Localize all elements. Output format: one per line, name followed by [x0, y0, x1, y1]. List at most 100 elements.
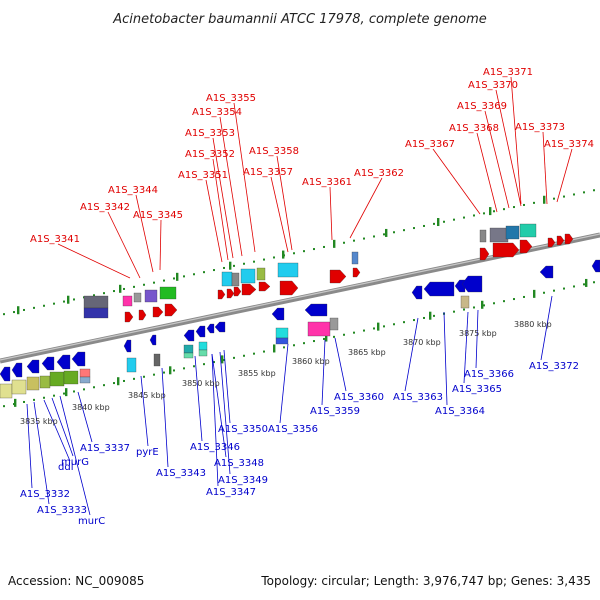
gene-feature-box [26, 376, 40, 391]
gene-feature-box [39, 375, 51, 389]
gene-feature-arrow [423, 281, 455, 297]
top-gene-label: A1S_3371 [483, 67, 533, 78]
kbp-tick-label: 3835 kbp [20, 417, 58, 426]
gene-feature-box [153, 353, 161, 367]
gene-feature-box [231, 272, 240, 287]
bottom-gene-label: A1S_3333 [37, 505, 87, 516]
gene-feature-arrow [0, 366, 11, 382]
gene-feature-arrow [149, 334, 157, 346]
gene-feature-arrow [41, 356, 55, 371]
bottom-gene-label: murG [61, 457, 89, 468]
kbp-tick-label: 3880 kbp [514, 320, 552, 329]
gene-feature-arrow [454, 279, 466, 293]
kbp-tick-label: 3865 kbp [348, 348, 386, 357]
gene-feature-arrow [206, 323, 215, 334]
top-gene-label: A1S_3362 [354, 168, 404, 179]
top-gene-label: A1S_3358 [249, 146, 299, 157]
gene-feature-box [479, 229, 487, 243]
gene-feature-box [83, 307, 109, 319]
gene-feature-arrow [226, 288, 235, 299]
gene-feature-arrow [461, 275, 483, 293]
gene-feature-arrow [214, 321, 226, 333]
gene-feature-box [256, 267, 266, 281]
accession-text: Accession: NC_009085 [8, 574, 145, 588]
bottom-gene-label: A1S_3349 [218, 475, 268, 486]
bottom-gene-label: A1S_3337 [80, 443, 130, 454]
gene-feature-arrow [123, 339, 132, 353]
gene-feature-arrow [164, 303, 178, 317]
gene-feature-arrow [492, 242, 520, 258]
gene-feature-box [329, 317, 339, 331]
gene-feature-arrow [138, 309, 147, 321]
gene-feature-box [198, 349, 208, 357]
gene-feature-box [83, 295, 109, 309]
gene-feature-arrow [71, 351, 86, 367]
gene-feature-arrow [564, 233, 574, 245]
kbp-tick-label: 3845 kbp [128, 391, 166, 400]
gene-feature-box [240, 268, 256, 284]
bottom-gene-label: A1S_3350 [218, 424, 268, 435]
gene-feature-arrow [26, 359, 40, 374]
bottom-gene-label: murC [78, 516, 105, 527]
map-title: Acinetobacter baumannii ATCC 17978, comp… [112, 12, 487, 27]
gene-feature-box [183, 344, 194, 354]
bottom-gene-label: A1S_3363 [393, 392, 443, 403]
gene-feature-arrow [329, 269, 347, 284]
top-gene-label: A1S_3342 [80, 202, 130, 213]
top-gene-label: A1S_3351 [178, 170, 228, 181]
top-gene-label: A1S_3374 [544, 139, 594, 150]
genome-summary-text: Topology: circular; Length: 3,976,747 bp… [261, 574, 591, 588]
gene-feature-arrow [217, 289, 226, 300]
gene-feature-box [133, 292, 142, 303]
bottom-gene-label: A1S_3346 [190, 442, 240, 453]
top-gene-label: A1S_3357 [243, 167, 293, 178]
gene-feature-box [277, 262, 299, 278]
gene-feature-box [460, 295, 470, 309]
bottom-gene-label: A1S_3356 [268, 424, 318, 435]
gene-feature-box [144, 289, 158, 303]
bottom-gene-label: A1S_3360 [334, 392, 384, 403]
gene-feature-arrow [591, 259, 600, 273]
kbp-tick-label: 3870 kbp [403, 338, 441, 347]
top-gene-label: A1S_3355 [206, 93, 256, 104]
bottom-gene-label: A1S_3366 [464, 369, 514, 380]
gene-feature-arrow [556, 235, 565, 246]
top-gene-label: A1S_3367 [405, 139, 455, 150]
gene-feature-box [11, 379, 27, 395]
top-gene-label: A1S_3373 [515, 122, 565, 133]
bottom-gene-label: pyrE [136, 447, 159, 458]
gene-feature-arrow [152, 306, 164, 318]
gene-feature-arrow [233, 286, 242, 297]
gene-feature-arrow [56, 354, 71, 370]
gene-feature-arrow [195, 325, 206, 338]
gene-feature-arrow [411, 285, 423, 300]
gene-feature-box [126, 357, 137, 373]
gene-feature-arrow [539, 265, 554, 279]
top-gene-label: A1S_3345 [133, 210, 183, 221]
gene-feature-box [49, 371, 65, 387]
kbp-tick-label: 3855 kbp [238, 369, 276, 378]
gene-feature-box [307, 321, 331, 337]
bottom-gene-label: A1S_3348 [214, 458, 264, 469]
gene-feature-arrow [304, 303, 328, 317]
gene-feature-box [519, 223, 537, 238]
tick-tracks [3, 189, 595, 408]
top-gene-label: A1S_3370 [468, 80, 518, 91]
gene-feature-box [79, 368, 91, 378]
gene-feature-arrow [547, 237, 556, 248]
top-gene-label: A1S_3368 [449, 123, 499, 134]
bottom-gene-label: A1S_3343 [156, 468, 206, 479]
kbp-tick-label: 3875 kbp [459, 329, 497, 338]
gene-feature-box [275, 337, 289, 345]
gene-feature-box [183, 352, 194, 359]
bottom-gene-label: ddl [58, 462, 73, 473]
gene-feature-box [159, 286, 177, 300]
gene-feature-arrow [279, 280, 299, 296]
gene-features [0, 223, 600, 399]
bottom-gene-label: A1S_3332 [20, 489, 70, 500]
gene-feature-box [351, 251, 359, 265]
kbp-tick-label: 3840 kbp [72, 403, 110, 412]
gene-feature-arrow [271, 307, 285, 321]
label-leaders [26, 76, 573, 516]
